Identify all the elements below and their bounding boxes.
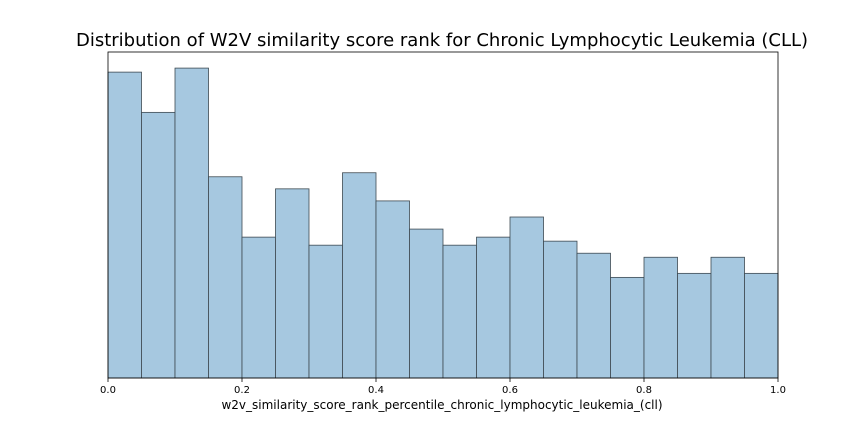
- histogram-bar-5: [275, 188, 310, 379]
- histogram-bar-4: [241, 236, 276, 379]
- x-tick-label-4: 0.8: [636, 385, 652, 396]
- histogram-bar-6: [308, 244, 343, 379]
- histogram-bar-10: [442, 244, 477, 379]
- bars-group: [107, 67, 779, 379]
- histogram-bar-15: [610, 276, 645, 379]
- histogram-bar-0: [107, 71, 142, 379]
- histogram-bar-8: [375, 200, 410, 379]
- x-tick-label-0: 0.0: [100, 385, 116, 396]
- histogram-bar-19: [744, 272, 779, 379]
- histogram-bar-11: [476, 236, 511, 379]
- histogram-bar-12: [509, 216, 544, 379]
- histogram-bar-16: [643, 256, 678, 379]
- histogram-bar-18: [710, 256, 745, 379]
- x-tick-label-5: 1.0: [770, 385, 786, 396]
- x-tick-label-2: 0.4: [368, 385, 384, 396]
- histogram-bar-9: [409, 228, 444, 379]
- histogram-bar-3: [208, 176, 243, 379]
- x-axis-label: w2v_similarity_score_rank_percentile_chr…: [221, 398, 662, 412]
- histogram-bar-7: [342, 172, 377, 379]
- chart-title: Distribution of W2V similarity score ran…: [76, 30, 808, 51]
- histogram-bar-14: [576, 252, 611, 379]
- x-tick-label-1: 0.2: [234, 385, 250, 396]
- x-tick-label-3: 0.6: [502, 385, 518, 396]
- histogram-bar-2: [174, 67, 209, 379]
- x-axis-ticks: 0.0 0.2 0.4 0.6 0.8 1.0: [100, 378, 786, 396]
- axes-frame: [107, 51, 779, 379]
- histogram-bar-1: [141, 111, 176, 379]
- histogram-bar-17: [677, 272, 712, 379]
- histogram-bar-13: [543, 240, 578, 379]
